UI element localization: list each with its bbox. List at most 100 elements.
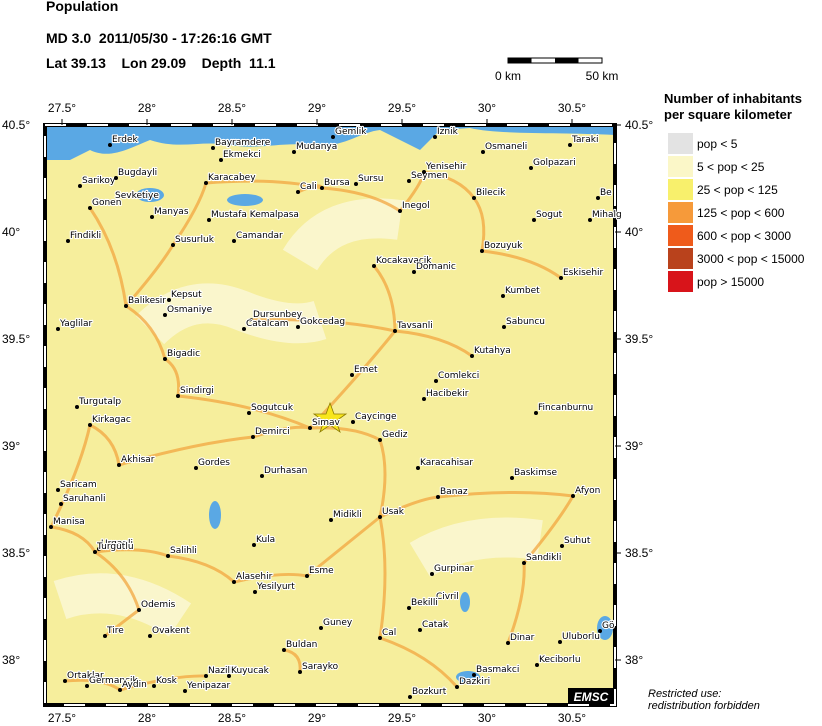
city-label: Kirkagac (92, 415, 131, 425)
city-label: Balikesir (128, 296, 166, 306)
road (204, 179, 324, 190)
city-dot (251, 435, 255, 439)
lat-tick-label: 39.5° (2, 332, 30, 346)
lat-tick-label: 39° (2, 439, 20, 453)
lon-tick-label: 28° (138, 101, 156, 115)
city-dot (351, 420, 355, 424)
city-label: Findikli (70, 231, 101, 241)
city-label: Sogutcuk (251, 403, 294, 413)
city-dot (49, 525, 53, 529)
city-dot (204, 674, 208, 678)
city-label: Dursunbey (253, 310, 303, 320)
city-dot (166, 554, 170, 558)
city-label: Urganli (101, 539, 133, 549)
city-dot (204, 181, 208, 185)
legend-label: 125 < pop < 600 (697, 206, 785, 220)
road (124, 243, 175, 308)
city-label: Manyas (154, 207, 189, 217)
lon-tick-label: 29.5° (388, 711, 416, 725)
city-label: Gö (602, 621, 615, 631)
city-label: Banaz (440, 487, 468, 497)
city-label: Sursu (358, 174, 384, 184)
city-label: Odemis (141, 600, 176, 610)
city-label: Cali (300, 182, 317, 192)
city-label: Bugdayli (118, 168, 157, 178)
city-dot (171, 243, 175, 247)
city-dot (183, 689, 187, 693)
city-label: Durhasan (264, 466, 307, 476)
city-dot (298, 670, 302, 674)
road (320, 186, 402, 213)
city-label: Ovakent (152, 626, 190, 636)
lat-tick-label: 38.5° (625, 546, 653, 560)
city-label: Sevketiye (115, 191, 159, 201)
city-dot (350, 373, 354, 377)
city-dot (252, 543, 256, 547)
city-dot (59, 502, 63, 506)
city-label: Buldan (286, 640, 317, 650)
city-dot (108, 143, 112, 147)
city-dot (63, 679, 67, 683)
city-label: Turgutlu (96, 542, 134, 552)
city-dot (378, 515, 382, 519)
legend-swatch (668, 248, 693, 269)
lon-tick-label: 27.5° (48, 101, 76, 115)
road (472, 196, 486, 253)
city-label: Comlekci (438, 371, 479, 381)
city-label: Esme (309, 566, 334, 576)
epicenter-star (312, 401, 348, 434)
city-label: Mudanya (296, 142, 337, 152)
lon-tick-label: 27.5° (48, 711, 76, 725)
legend-swatch (668, 225, 693, 246)
road (88, 206, 128, 308)
city-dot (194, 466, 198, 470)
city-label: Fincanburnu (538, 403, 593, 413)
city-dot (433, 135, 437, 139)
footer-note: redistribution forbidden (648, 700, 760, 712)
city-label: Catalcam (246, 319, 289, 329)
city-dot (163, 313, 167, 317)
road (393, 329, 474, 358)
city-label: Bayramdere (215, 138, 271, 148)
city-dot (78, 184, 82, 188)
lon-tick-label: 28.5° (218, 101, 246, 115)
city-label: Basmakci (476, 665, 519, 675)
city-dot (378, 636, 382, 640)
city-dot (422, 397, 426, 401)
lon-tick-label: 30.5° (558, 711, 586, 725)
lon-tick-label: 29° (308, 101, 326, 115)
legend-swatch (668, 179, 693, 200)
city-layer: Erdek Bayramdere Ekmekci Gemlik Mudanya Iznik… (49, 126, 623, 699)
road (378, 636, 459, 689)
city-dot (480, 249, 484, 253)
road (124, 304, 167, 361)
road (63, 678, 122, 692)
road (117, 435, 255, 467)
city-dot (296, 190, 300, 194)
city-label: Saricam (60, 480, 97, 490)
lon-tick-label: 30° (478, 711, 496, 725)
lat-tick-label: 39° (625, 439, 643, 453)
legend-swatch (668, 156, 693, 177)
lon-tick-label: 28° (138, 711, 156, 725)
city-dot (559, 276, 563, 280)
city-dot (150, 215, 154, 219)
city-dot (308, 426, 312, 430)
city-label: Osmaniye (167, 305, 213, 315)
legend-title: Number of inhabitants (664, 91, 802, 106)
lon-tick-label: 29° (308, 711, 326, 725)
city-label: Demirci (255, 427, 290, 437)
city-dot (111, 199, 115, 203)
city-dot (588, 218, 592, 222)
city-label: Gemlik (335, 127, 367, 137)
map-frame-dash (44, 124, 616, 706)
city-label: Guney (323, 618, 353, 628)
city-label: Usak (382, 507, 405, 517)
city-label: Erdek (112, 135, 138, 145)
city-label: Keciborlu (539, 655, 581, 665)
city-label: Dazkiri (459, 677, 490, 687)
city-label: Domanic (416, 262, 456, 272)
city-label: Karacahisar (420, 458, 473, 468)
city-label: Hacibekir (426, 389, 469, 399)
city-label: Mihalg (592, 210, 622, 220)
